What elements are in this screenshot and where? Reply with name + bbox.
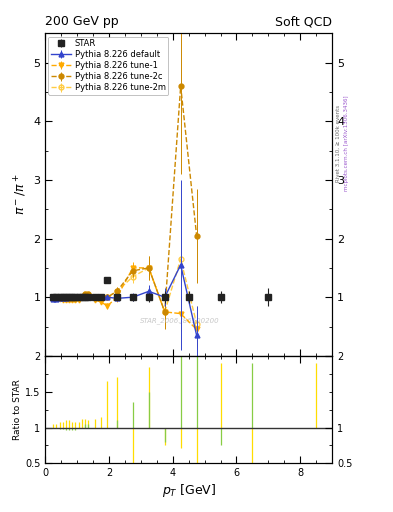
Y-axis label: Ratio to STAR: Ratio to STAR (13, 379, 22, 440)
X-axis label: $p_T$ [GeV]: $p_T$ [GeV] (162, 482, 216, 499)
Text: Rivet 3.1.10, ≥ 100k events: Rivet 3.1.10, ≥ 100k events (336, 105, 341, 182)
Text: mcplots.cern.ch [arXiv:1306.3436]: mcplots.cern.ch [arXiv:1306.3436] (344, 96, 349, 191)
Y-axis label: $\pi^- / \pi^+$: $\pi^- / \pi^+$ (13, 174, 29, 216)
Legend: STAR, Pythia 8.226 default, Pythia 8.226 tune-1, Pythia 8.226 tune-2c, Pythia 8.: STAR, Pythia 8.226 default, Pythia 8.226… (48, 36, 168, 95)
Text: STAR_2006.J86500200: STAR_2006.J86500200 (140, 317, 220, 324)
Text: Soft QCD: Soft QCD (275, 15, 332, 29)
Text: 200 GeV pp: 200 GeV pp (45, 15, 119, 29)
